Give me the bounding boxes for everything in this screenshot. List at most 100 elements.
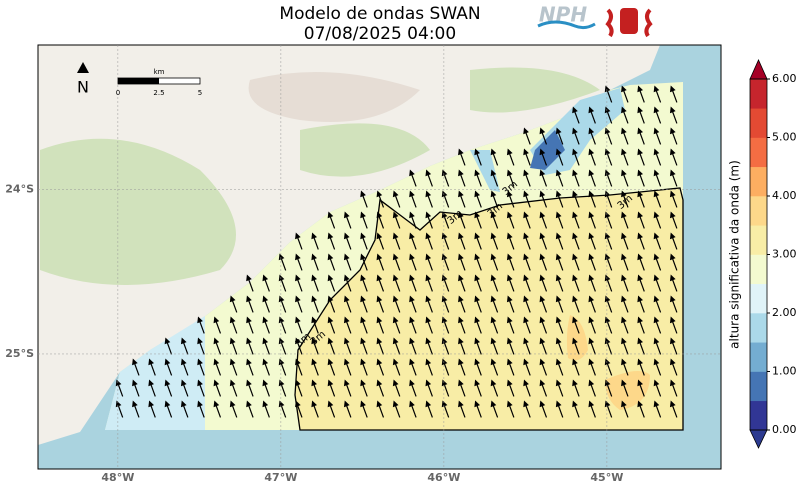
arrow-head — [327, 400, 334, 408]
arrow-head — [653, 106, 660, 114]
arrow-head — [539, 379, 546, 387]
arrow-head — [621, 379, 627, 387]
arrow-head — [506, 295, 513, 303]
arrow-head — [392, 337, 399, 345]
arrow-head — [621, 337, 627, 345]
title: Modelo de ondas SWAN — [279, 4, 480, 24]
wave-arrow — [621, 316, 629, 334]
arrow-head — [621, 400, 627, 408]
wave-arrow — [132, 358, 140, 376]
wave-arrow — [425, 190, 433, 208]
arrow-head — [637, 211, 643, 219]
arrow-head — [555, 148, 562, 156]
arrow-head — [458, 358, 464, 366]
wave-arrow — [653, 169, 662, 187]
wave-arrow — [360, 211, 368, 229]
arrow-head — [572, 106, 578, 114]
arrow-head — [523, 358, 529, 366]
wave-arrow — [490, 400, 499, 418]
arrow-head — [360, 190, 366, 198]
arrow-head — [441, 169, 448, 177]
wave-arrow — [360, 190, 368, 208]
wave-arrow — [621, 295, 629, 313]
wave-arrow — [572, 106, 580, 124]
wave-arrow — [555, 295, 564, 313]
arrow-head — [409, 169, 415, 177]
wave-arrow — [637, 379, 645, 397]
wave-arrow — [343, 337, 352, 355]
wave-arrow — [311, 295, 319, 313]
wave-arrow — [506, 169, 515, 187]
wave-arrow — [392, 358, 401, 376]
arrow-head — [376, 379, 383, 387]
arrow-head — [474, 316, 480, 324]
wave-arrow — [409, 253, 417, 271]
wave-arrow — [392, 337, 401, 355]
arrow-head — [343, 316, 350, 324]
wave-arrow — [490, 379, 499, 397]
wave-arrow — [441, 232, 450, 250]
arrow-head — [604, 127, 611, 135]
wave-arrow — [572, 358, 580, 376]
arrow-head — [425, 337, 432, 345]
wave-arrow — [229, 337, 238, 355]
wave-arrow — [441, 400, 450, 418]
arrow-head — [458, 316, 464, 324]
wave-arrow — [360, 379, 368, 397]
arrow-head — [246, 337, 252, 345]
wave-arrow — [653, 316, 662, 334]
arrow-head — [555, 190, 562, 198]
wave-arrow — [132, 400, 140, 418]
arrow-head — [621, 232, 627, 240]
arrow-head — [637, 274, 643, 282]
wave-arrow — [637, 169, 645, 187]
arrow-head — [441, 400, 448, 408]
arrow-head — [669, 232, 676, 240]
arrow-head — [409, 253, 415, 261]
wave-arrow — [506, 295, 515, 313]
wave-arrow — [262, 295, 270, 313]
colorbar-segment — [750, 137, 767, 168]
arrow-head — [132, 400, 138, 408]
wave-arrow — [523, 232, 531, 250]
arrow-head — [392, 379, 399, 387]
arrow-head — [669, 169, 676, 177]
wave-arrow — [164, 358, 173, 376]
arrow-head — [588, 211, 595, 219]
wave-arrow — [637, 190, 645, 208]
arrow-head — [523, 295, 529, 303]
arrow-head — [506, 379, 513, 387]
wave-arrow — [441, 190, 450, 208]
wave-arrow — [621, 127, 629, 145]
wave-arrow — [458, 400, 466, 418]
arrow-head — [669, 85, 676, 93]
wave-arrow — [539, 211, 548, 229]
wave-arrow — [669, 337, 678, 355]
wave-arrow — [588, 127, 596, 145]
wave-arrow — [295, 379, 303, 397]
wave-arrow — [392, 400, 401, 418]
wave-arrow — [572, 316, 580, 334]
wave-arrow — [425, 169, 433, 187]
arrow-head — [637, 295, 643, 303]
wave-arrow — [409, 400, 417, 418]
wave-arrow — [376, 337, 385, 355]
arrow-head — [506, 316, 513, 324]
wave-arrow — [637, 316, 645, 334]
arrow-head — [604, 295, 611, 303]
arrow-head — [653, 295, 660, 303]
wave-arrow — [490, 274, 499, 292]
wave-arrow — [311, 232, 319, 250]
arrow-head — [262, 337, 269, 345]
arrow-head — [621, 295, 627, 303]
y-tick-label: 25°S — [5, 347, 34, 360]
wave-arrow — [555, 379, 564, 397]
wave-arrow — [604, 148, 613, 166]
wave-arrow — [295, 337, 303, 355]
arrow-head — [604, 358, 611, 366]
arrow-head — [409, 232, 415, 240]
arrow-head — [262, 379, 269, 387]
colorbar-tick-label: 0.00 — [772, 423, 797, 436]
arrow-head — [669, 211, 676, 219]
arrow-head — [572, 400, 578, 408]
